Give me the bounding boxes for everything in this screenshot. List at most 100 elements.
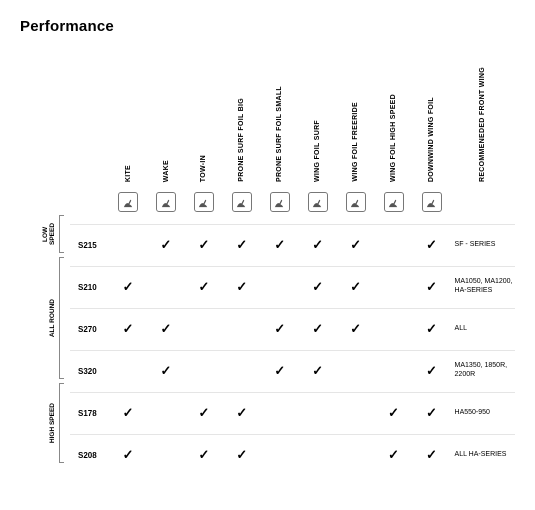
cell-wff: ✓ (337, 224, 375, 266)
check-icon: ✓ (198, 405, 209, 420)
cell-psfb (223, 350, 261, 392)
cell-wfs: ✓ (299, 350, 337, 392)
discipline-icon (232, 192, 252, 212)
cell-psfb (223, 308, 261, 350)
cell-psfs (261, 392, 299, 434)
cell-towin: ✓ (185, 224, 223, 266)
col-header-towin: TOW-IN (185, 67, 223, 188)
discipline-icon (194, 192, 214, 212)
cell-wake (147, 434, 185, 476)
header-row: KITE WAKE TOW-INPRONE SURF FOIL BIG PRONE S… (70, 67, 515, 188)
cell-towin: ✓ (185, 392, 223, 434)
cell-psfs: ✓ (261, 224, 299, 266)
check-icon: ✓ (426, 363, 437, 378)
check-icon: ✓ (350, 321, 361, 336)
discipline-icon-dwf (413, 188, 451, 224)
col-header-label: WAKE (163, 160, 170, 182)
cell-psfb: ✓ (223, 266, 261, 308)
cell-wake: ✓ (147, 308, 185, 350)
cell-wfs: ✓ (299, 224, 337, 266)
performance-table: KITE WAKE TOW-INPRONE SURF FOIL BIG PRONE S… (70, 67, 515, 476)
check-icon: ✓ (274, 363, 285, 378)
check-icon: ✓ (274, 237, 285, 252)
check-icon: ✓ (426, 279, 437, 294)
cell-towin: ✓ (185, 434, 223, 476)
cell-dwf: ✓ (413, 266, 451, 308)
cell-kite: ✓ (109, 266, 147, 308)
discipline-icon-wake (147, 188, 185, 224)
cell-dwf: ✓ (413, 224, 451, 266)
check-icon: ✓ (123, 279, 134, 294)
recommended-cell: ALL (451, 308, 515, 350)
discipline-icon (156, 192, 176, 212)
check-icon: ✓ (388, 405, 399, 420)
check-icon: ✓ (426, 321, 437, 336)
col-header-label: KITE (125, 165, 132, 182)
cell-wfs: ✓ (299, 308, 337, 350)
check-icon: ✓ (198, 279, 209, 294)
cell-wake: ✓ (147, 350, 185, 392)
discipline-icon (308, 192, 328, 212)
col-header-wake: WAKE (147, 67, 185, 188)
col-header-dwf: DOWNWIND WING FOIL (413, 67, 451, 188)
cell-wff: ✓ (337, 308, 375, 350)
cell-wff (337, 434, 375, 476)
check-icon: ✓ (388, 447, 399, 462)
cell-wake: ✓ (147, 224, 185, 266)
check-icon: ✓ (236, 279, 247, 294)
check-icon: ✓ (236, 405, 247, 420)
cell-dwf: ✓ (413, 308, 451, 350)
discipline-icon-psfb (223, 188, 261, 224)
check-icon: ✓ (312, 279, 323, 294)
row-group-text: HIGH SPEED (49, 403, 56, 443)
row-label: S215 (70, 224, 109, 266)
row-group-text: ALL ROUND (49, 299, 56, 337)
row-group-label: ALL ROUND (24, 257, 64, 379)
cell-dwf: ✓ (413, 350, 451, 392)
table-row: S215 ✓ ✓ ✓ ✓ ✓ ✓ ✓ SF - SERIES (70, 224, 515, 266)
discipline-icon-psfs (261, 188, 299, 224)
icon-row (70, 188, 515, 224)
check-icon: ✓ (350, 237, 361, 252)
check-icon: ✓ (161, 237, 172, 252)
check-icon: ✓ (123, 321, 134, 336)
col-header-recommended: RECOMMENEDED FRONT WING (451, 67, 515, 188)
table-row: S208✓✓✓✓✓ALL HA-SERIES (70, 434, 515, 476)
discipline-icon-wfhs (375, 188, 413, 224)
row-group-bracket (59, 215, 64, 253)
table-row: S178✓✓✓✓✓HA550-950 (70, 392, 515, 434)
col-header-wfs: WING FOIL SURF (299, 67, 337, 188)
cell-psfs: ✓ (261, 350, 299, 392)
check-icon: ✓ (274, 321, 285, 336)
discipline-icon (384, 192, 404, 212)
check-icon: ✓ (426, 447, 437, 462)
col-header-label: PRONE SURF FOIL SMALL (276, 86, 283, 182)
cell-wfhs (375, 308, 413, 350)
table-body: S215✓✓✓✓✓✓✓SF - SERIESS210✓✓✓✓✓✓MA1050, … (70, 224, 515, 476)
cell-psfs: ✓ (261, 308, 299, 350)
row-group-text: LOW SPEED (42, 215, 56, 253)
check-icon: ✓ (198, 447, 209, 462)
cell-wfs (299, 392, 337, 434)
col-header-label: WING FOIL HIGH SPEED (390, 94, 397, 182)
cell-kite: ✓ (109, 434, 147, 476)
recommended-cell: SF - SERIES (451, 224, 515, 266)
cell-wff (337, 350, 375, 392)
check-icon: ✓ (312, 321, 323, 336)
discipline-icon (270, 192, 290, 212)
col-header-psfs: PRONE SURF FOIL SMALL (261, 67, 299, 188)
col-header-label: WING FOIL SURF (314, 120, 321, 182)
cell-wfs: ✓ (299, 266, 337, 308)
row-label: S270 (70, 308, 109, 350)
check-icon: ✓ (426, 237, 437, 252)
performance-table-wrap: LOW SPEEDALL ROUNDHIGH SPEED KITEWAKETOW… (70, 67, 515, 476)
check-icon: ✓ (161, 363, 172, 378)
row-label: S208 (70, 434, 109, 476)
check-icon: ✓ (236, 237, 247, 252)
discipline-icon-wff (337, 188, 375, 224)
cell-dwf: ✓ (413, 434, 451, 476)
col-header-psfb: PRONE SURF FOIL BIG (223, 67, 261, 188)
cell-wake (147, 266, 185, 308)
col-header-wfhs: WING FOIL HIGH SPEED (375, 67, 413, 188)
cell-psfb: ✓ (223, 434, 261, 476)
